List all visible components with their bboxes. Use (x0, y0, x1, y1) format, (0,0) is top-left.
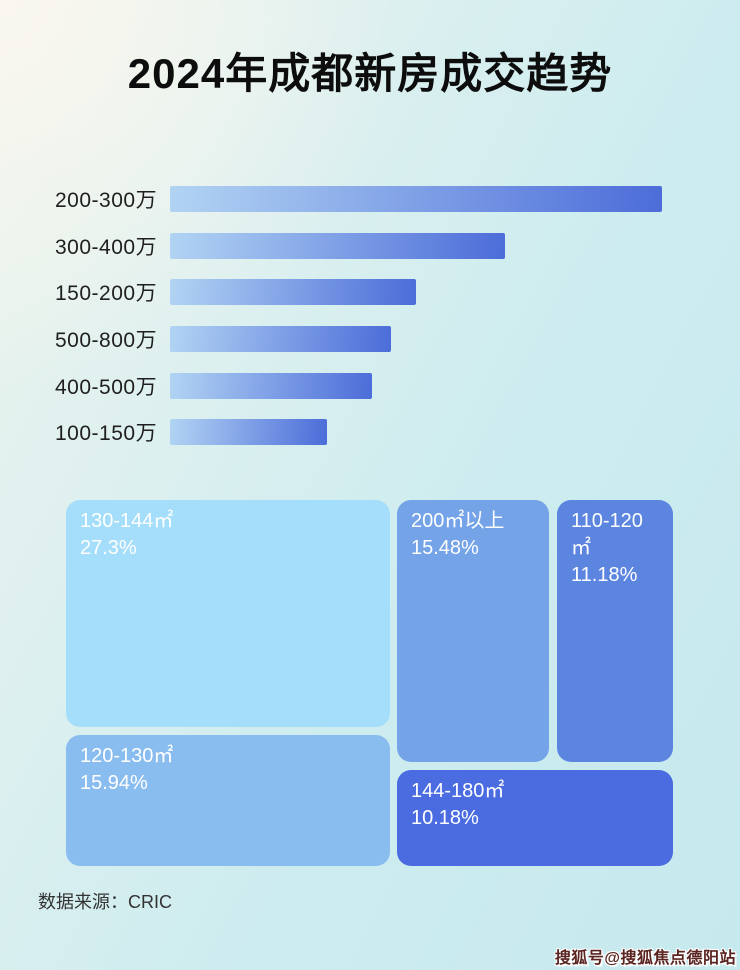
bar-row: 500-800万 (55, 326, 662, 353)
area-treemap: 130-144㎡ 27.3% 120-130㎡ 15.94% 200㎡以上 15.48% 1… (66, 500, 673, 866)
bar (170, 326, 391, 353)
treemap-tile: 200㎡以上 15.48% (397, 500, 549, 762)
bar (170, 279, 416, 306)
treemap-tile-percent: 11.18% (571, 564, 638, 586)
bar-label: 200-300万 (55, 189, 158, 212)
bar-label: 150-200万 (55, 282, 158, 306)
bar-row: 300-400万 (55, 232, 662, 259)
bar-track (170, 372, 372, 399)
bar (170, 419, 327, 446)
treemap-tile-percent: 27.3% (80, 537, 137, 559)
bar-track (170, 419, 327, 446)
treemap-tile-label: 120-130㎡ (80, 745, 174, 767)
bar-row: 400-500万 (55, 372, 662, 399)
bar (170, 186, 662, 212)
treemap-tile: 144-180㎡ 10.18% (397, 770, 673, 866)
bar-track (170, 326, 391, 353)
bar-track (170, 232, 505, 259)
treemap-tile-label: 110-120㎡ (571, 510, 643, 559)
treemap-tile-percent: 15.48% (411, 537, 479, 559)
bar-row: 100-150万 (55, 419, 662, 446)
treemap-tile-label: 144-180㎡ (411, 780, 505, 802)
data-source: 数据来源：CRIC (38, 892, 172, 912)
bar-row: 200-300万 (55, 186, 662, 212)
treemap-tile: 120-130㎡ 15.94% (66, 735, 390, 866)
treemap-tile: 130-144㎡ 27.3% (66, 500, 390, 727)
page-title: 2024年成都新房成交趋势 (127, 50, 613, 97)
treemap-tile-percent: 10.18% (411, 807, 479, 829)
bar-track (170, 279, 416, 306)
bar (170, 232, 505, 259)
treemap-tile-label: 200㎡以上 (411, 510, 505, 532)
treemap-tile-label: 130-144㎡ (80, 510, 174, 532)
price-bar-chart: 200-300万 300-400万 150-200万 500-800万 400-500万… (55, 186, 662, 466)
bar (170, 372, 372, 399)
bar-row: 150-200万 (55, 279, 662, 306)
watermark: 搜狐号@搜狐焦点德阳站 (554, 950, 736, 967)
bar-label: 100-150万 (55, 422, 158, 446)
treemap-tile: 110-120㎡ 11.18% (557, 500, 673, 762)
bar-track (170, 186, 662, 212)
treemap-tile-percent: 15.94% (80, 772, 148, 794)
bar-label: 300-400万 (55, 235, 158, 259)
bar-label: 500-800万 (55, 329, 158, 353)
bar-label: 400-500万 (55, 375, 158, 399)
